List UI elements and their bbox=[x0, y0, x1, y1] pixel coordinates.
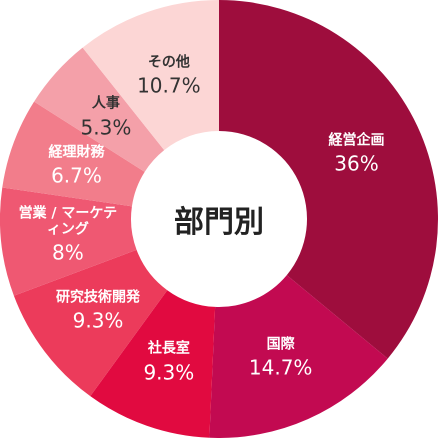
value-label: 9.3% bbox=[143, 360, 195, 385]
value-label: 10.7% bbox=[137, 73, 201, 98]
donut-slice bbox=[219, 0, 438, 359]
value-label: 14.7% bbox=[248, 355, 313, 380]
donut-slice bbox=[90, 290, 216, 438]
slice-label: 研究技術開発 9.3% bbox=[43, 289, 153, 332]
donut-slice bbox=[209, 275, 388, 438]
value-label: 5.3% bbox=[80, 114, 132, 139]
slice-label: 経営企画 36% bbox=[302, 133, 412, 176]
category-label: その他 bbox=[147, 53, 190, 70]
donut-slice bbox=[13, 249, 168, 397]
category-label: 研究技術開発 bbox=[56, 289, 141, 306]
category-label: 社長室 bbox=[147, 340, 190, 357]
slice-label: 国際 14.7% bbox=[226, 336, 336, 379]
value-label: 8% bbox=[51, 240, 84, 265]
slice-label: 経理財務 6.7% bbox=[21, 145, 131, 188]
slice-label: 社長室 9.3% bbox=[114, 341, 224, 384]
category-label: 営業 / マーケティング bbox=[18, 205, 118, 238]
category-label: 経営企画 bbox=[328, 132, 385, 149]
category-label: 経理財務 bbox=[48, 144, 105, 161]
category-label: 国際 bbox=[266, 336, 295, 353]
slice-label: 人事 5.3% bbox=[51, 96, 161, 139]
donut-slice bbox=[0, 187, 137, 296]
category-label: 人事 bbox=[91, 95, 120, 112]
value-label: 6.7% bbox=[51, 163, 102, 188]
slice-label: その他 10.7% bbox=[114, 54, 224, 97]
value-label: 9.3% bbox=[72, 308, 124, 333]
chart-title: 部門別 bbox=[174, 205, 264, 240]
donut-slice bbox=[34, 47, 165, 172]
donut-slice bbox=[82, 0, 220, 151]
slice-label: 営業 / マーケティング 8% bbox=[13, 206, 123, 265]
value-label: 36% bbox=[334, 151, 379, 176]
donut-slice bbox=[2, 101, 145, 207]
